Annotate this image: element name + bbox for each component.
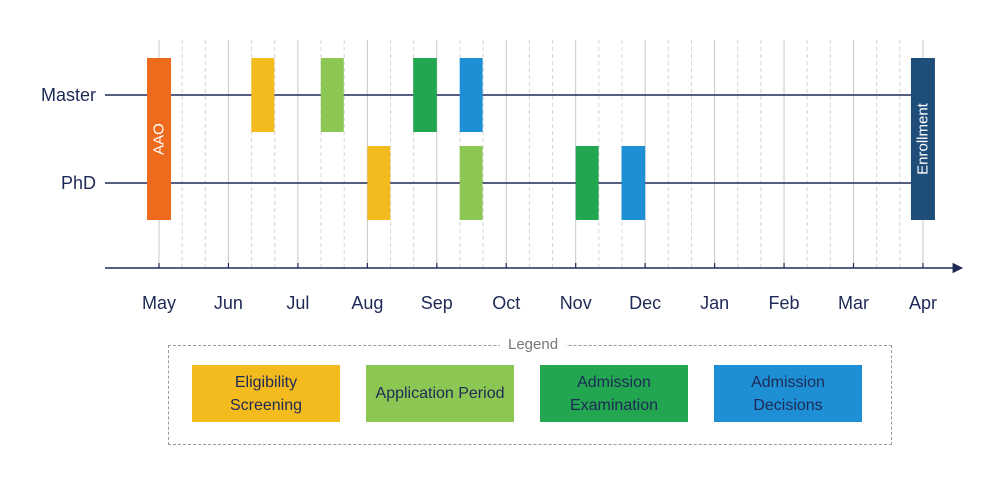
- milestone-label-enrollment: Enrollment: [914, 102, 931, 175]
- month-label: May: [142, 293, 176, 313]
- phase-bar-eligibility: [367, 146, 391, 220]
- legend-item-examination: Admission Examination: [540, 365, 688, 422]
- legend-item-application: Application Period: [366, 365, 514, 422]
- month-label: Dec: [629, 293, 661, 313]
- legend-item-decisions: Admission Decisions: [714, 365, 862, 422]
- phase-bar-eligibility: [251, 58, 275, 132]
- month-label: Sep: [421, 293, 453, 313]
- month-label: Feb: [769, 293, 800, 313]
- month-label: Jun: [214, 293, 243, 313]
- row-label-phd: PhD: [61, 173, 96, 193]
- month-label: Mar: [838, 293, 869, 313]
- legend-item-eligibility: Eligibility Screening: [192, 365, 340, 422]
- milestone-bar-aao: [147, 58, 171, 220]
- phase-bar-decisions: [459, 58, 483, 132]
- month-label: Oct: [492, 293, 520, 313]
- phase-bar-examination: [413, 58, 437, 132]
- milestone-label-aao: AAO: [151, 123, 168, 155]
- legend-title: Legend: [500, 335, 567, 355]
- phase-bar-application: [459, 146, 483, 220]
- row-label-master: Master: [41, 85, 96, 105]
- milestone-bar-enrollment: [910, 58, 935, 220]
- month-label: Nov: [560, 293, 592, 313]
- month-label: Aug: [351, 293, 383, 313]
- phase-bar-application: [320, 58, 344, 132]
- phase-bar-decisions: [621, 146, 646, 220]
- month-label: Jul: [286, 293, 309, 313]
- month-label: Apr: [909, 293, 937, 313]
- phase-bar-examination: [575, 146, 599, 220]
- month-label: Jan: [700, 293, 729, 313]
